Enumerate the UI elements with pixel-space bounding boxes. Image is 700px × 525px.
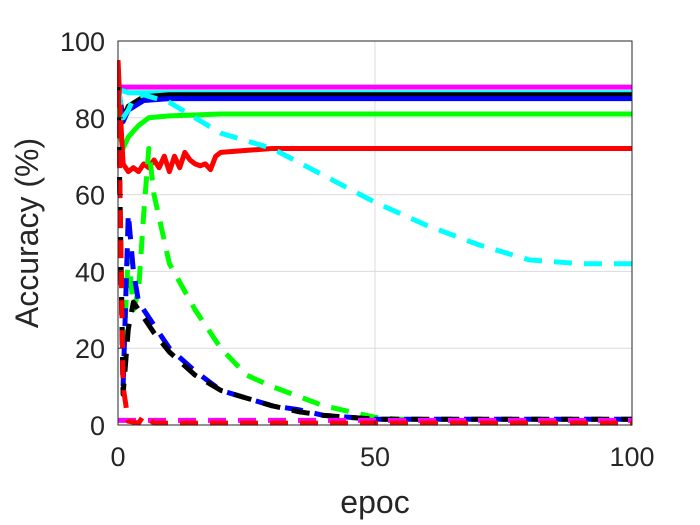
y-tick-label: 20	[75, 334, 105, 364]
series-line-12	[117, 60, 632, 426]
y-tick-label: 0	[90, 411, 105, 441]
y-axis-label: Accuracy (%)	[9, 138, 45, 328]
y-tick-label: 80	[75, 104, 105, 134]
y-tick-label: 60	[75, 181, 105, 211]
series-line-6	[117, 60, 632, 175]
grid-lines	[118, 41, 632, 425]
series-group	[117, 60, 632, 426]
axis-ticks: 0 50 100 0 20 40 60 80 100	[60, 27, 655, 472]
x-tick-label: 50	[360, 442, 390, 472]
series-line-9	[117, 87, 632, 422]
x-tick-label: 100	[609, 442, 654, 472]
x-tick-label: 0	[110, 442, 125, 472]
x-axis-label: epoc	[340, 484, 409, 520]
y-tick-label: 100	[60, 27, 105, 57]
y-tick-label: 40	[75, 257, 105, 287]
series-line-8	[117, 87, 632, 424]
series-line-7	[117, 86, 632, 267]
